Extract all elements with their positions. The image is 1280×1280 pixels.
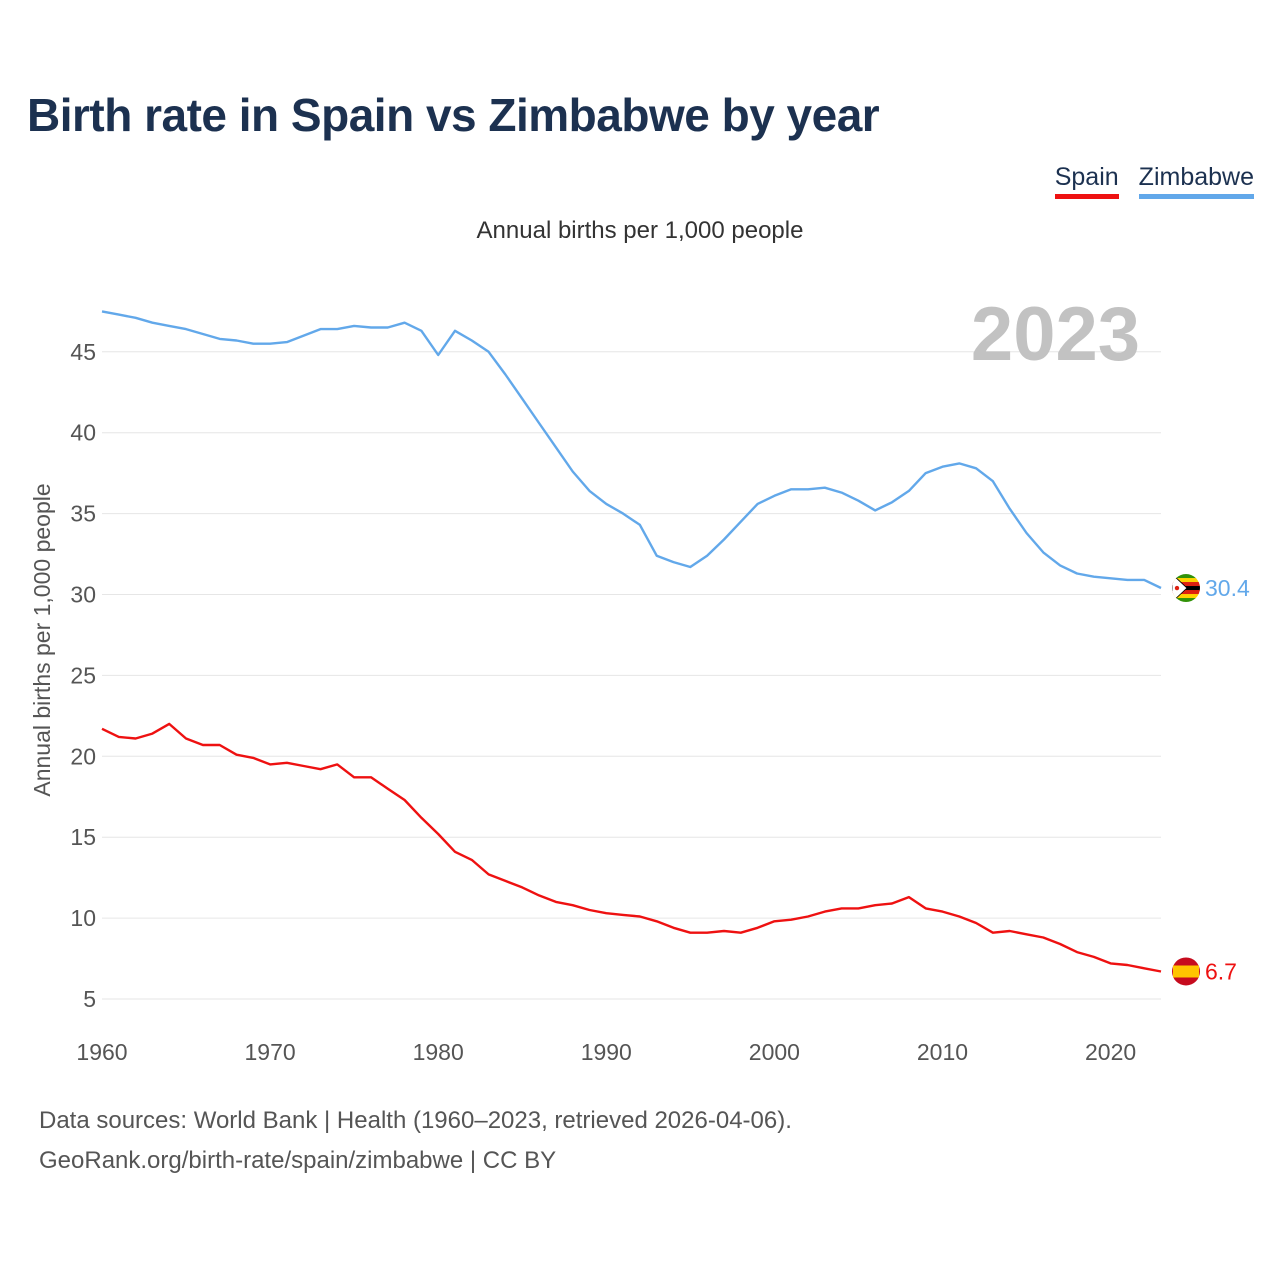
flag-zimbabwe-triangle	[1172, 574, 1188, 603]
x-tick-label-1960: 1960	[76, 1039, 127, 1065]
legend-item-spain[interactable]: Spain	[1054, 163, 1119, 199]
legend-item-zimbabwe[interactable]: Zimbabwe	[1138, 163, 1254, 199]
flag-zimbabwe-stripe	[1172, 582, 1200, 587]
x-tick-label-2020: 2020	[1085, 1039, 1136, 1065]
line-chart: 5 10 15 20 25 30 35 40 45 1960 1970 1980 1990 2000 20…	[29, 292, 1250, 1065]
flag-zimbabwe-stripe	[1172, 598, 1200, 603]
end-value-label-spain: 6.7	[1205, 958, 1237, 984]
x-axis-ticks: 1960 1970 1980 1990 2000 2010 2020	[76, 1039, 1136, 1065]
y-tick-label-25: 25	[70, 662, 96, 688]
flag-zimbabwe-stripe	[1172, 590, 1200, 595]
y-tick-label-10: 10	[70, 905, 96, 931]
x-tick-label-2000: 2000	[749, 1039, 800, 1065]
x-tick-label-1990: 1990	[581, 1039, 632, 1065]
y-axis-label: Annual births per 1,000 people	[29, 483, 55, 796]
flag-icon-spain	[1172, 957, 1200, 986]
chart-subtitle: Annual births per 1,000 people	[476, 217, 804, 244]
flag-icon-zimbabwe	[1172, 574, 1200, 603]
x-tick-label-2010: 2010	[917, 1039, 968, 1065]
flag-zimbabwe-stripe	[1172, 594, 1200, 599]
legend: Spain Zimbabwe	[1054, 163, 1254, 199]
year-watermark: 2023	[971, 292, 1140, 377]
chart-title: Birth rate in Spain vs Zimbabwe by year	[27, 89, 880, 141]
x-tick-label-1970: 1970	[245, 1039, 296, 1065]
series-lines	[101, 310, 1162, 973]
y-tick-label-5: 5	[83, 986, 96, 1012]
gridlines	[102, 351, 1161, 1000]
y-tick-label-30: 30	[70, 582, 96, 608]
end-value-label-zimbabwe: 30.4	[1205, 575, 1250, 601]
y-axis-ticks: 5 10 15 20 25 30 35 40 45	[70, 339, 96, 1012]
flag-zimbabwe-body	[1172, 574, 1200, 603]
y-tick-label-15: 15	[70, 824, 96, 850]
y-tick-label-35: 35	[70, 501, 96, 527]
y-tick-label-20: 20	[70, 743, 96, 769]
series-line-zimbabwe	[101, 310, 1162, 590]
flag-zimbabwe-stripe	[1172, 578, 1200, 583]
y-tick-label-40: 40	[70, 420, 96, 446]
source-url-line: GeoRank.org/birth-rate/spain/zimbabwe | …	[39, 1147, 557, 1174]
end-markers: 6.7 30.4	[1172, 574, 1250, 986]
source-line: Data sources: World Bank | Health (1960–…	[39, 1107, 792, 1134]
flag-zimbabwe-stripe	[1172, 574, 1200, 579]
y-tick-label-45: 45	[70, 339, 96, 365]
x-tick-label-1980: 1980	[413, 1039, 464, 1065]
flag-spain-yellow	[1173, 965, 1199, 978]
series-line-spain	[101, 722, 1162, 973]
flag-zimbabwe-star	[1174, 585, 1180, 591]
